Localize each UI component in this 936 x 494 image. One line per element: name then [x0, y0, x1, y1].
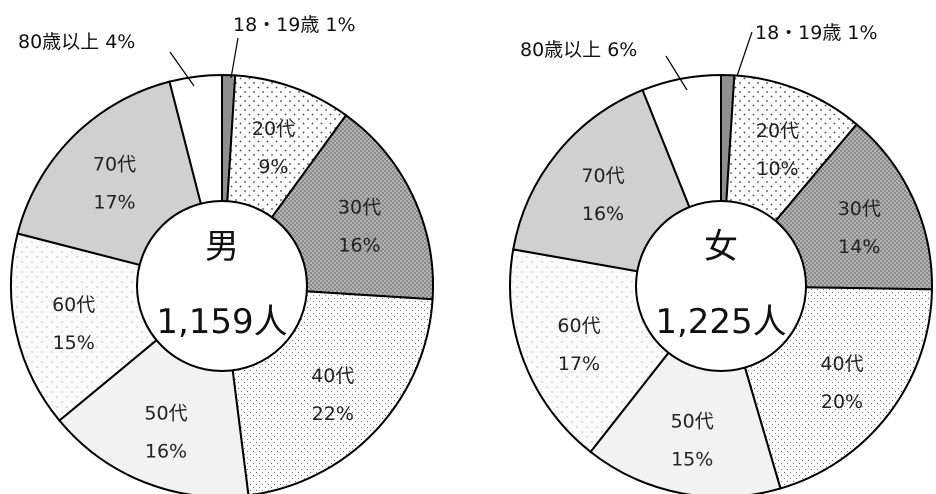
outside-label-male-18-19: 18・19歳 1% [233, 14, 356, 36]
slice-percent-label-male-6: 17% [93, 192, 135, 214]
slice-category-label-male-5: 60代 [52, 294, 95, 316]
center-title-female: 女 [704, 227, 738, 267]
slice-percent-label-male-5: 15% [53, 332, 95, 354]
slice-percent-label-female-1: 10% [756, 158, 798, 180]
leader-line-male-80plus [169, 51, 195, 87]
slice-percent-label-female-6: 16% [582, 203, 624, 225]
slice-category-label-female-1: 20代 [756, 120, 799, 142]
pie-slices-female [509, 73, 933, 494]
slice-category-label-male-4: 50代 [144, 402, 187, 424]
slice-category-label-male-3: 40代 [311, 365, 354, 387]
pie-slices-male [10, 73, 434, 494]
slice-percent-label-female-2: 14% [838, 236, 880, 258]
slice-category-label-male-1: 20代 [252, 118, 295, 140]
center-title-male: 男 [205, 227, 239, 267]
slice-category-label-female-3: 40代 [820, 353, 863, 375]
slice-percent-label-male-4: 16% [145, 440, 187, 462]
slice-labels-male: 20代 9% 30代 16% 40代 22% 50代 16% 60代 15% 70代 17% [52, 118, 381, 462]
slice-percent-label-male-1: 9% [258, 156, 288, 178]
slice-category-label-male-6: 70代 [93, 154, 136, 176]
slice-category-label-female-6: 70代 [581, 165, 624, 187]
slice-category-label-female-4: 50代 [671, 410, 714, 432]
center-count-female: 1,225人 [655, 302, 786, 342]
slice-category-label-male-2: 30代 [338, 196, 381, 218]
leader-line-female-18-19 [736, 31, 753, 77]
slice-percent-label-female-4: 15% [671, 448, 713, 470]
center-count-male: 1,159人 [156, 302, 287, 342]
slice-labels-female: 20代 10% 30代 14% 40代 20% 50代 15% 60代 17% 70代 16% [557, 120, 880, 470]
leader-line-female-80plus [665, 55, 688, 91]
slice-category-label-female-5: 60代 [557, 315, 600, 337]
slice-percent-label-female-5: 17% [558, 353, 600, 375]
slice-percent-label-male-3: 22% [312, 403, 354, 425]
slice-percent-label-female-3: 20% [821, 391, 863, 413]
leader-line-male-18-19 [230, 37, 239, 79]
donut-hole-male [136, 200, 308, 372]
outside-label-female-18-19: 18・19歳 1% [755, 22, 878, 44]
donut-hole-female [635, 200, 807, 372]
slice-category-label-female-2: 30代 [838, 198, 881, 220]
outside-label-female-80plus: 80歳以上 6% [520, 39, 637, 61]
outside-label-male-80plus: 80歳以上 4% [18, 31, 135, 53]
slice-percent-label-male-2: 16% [338, 234, 380, 256]
